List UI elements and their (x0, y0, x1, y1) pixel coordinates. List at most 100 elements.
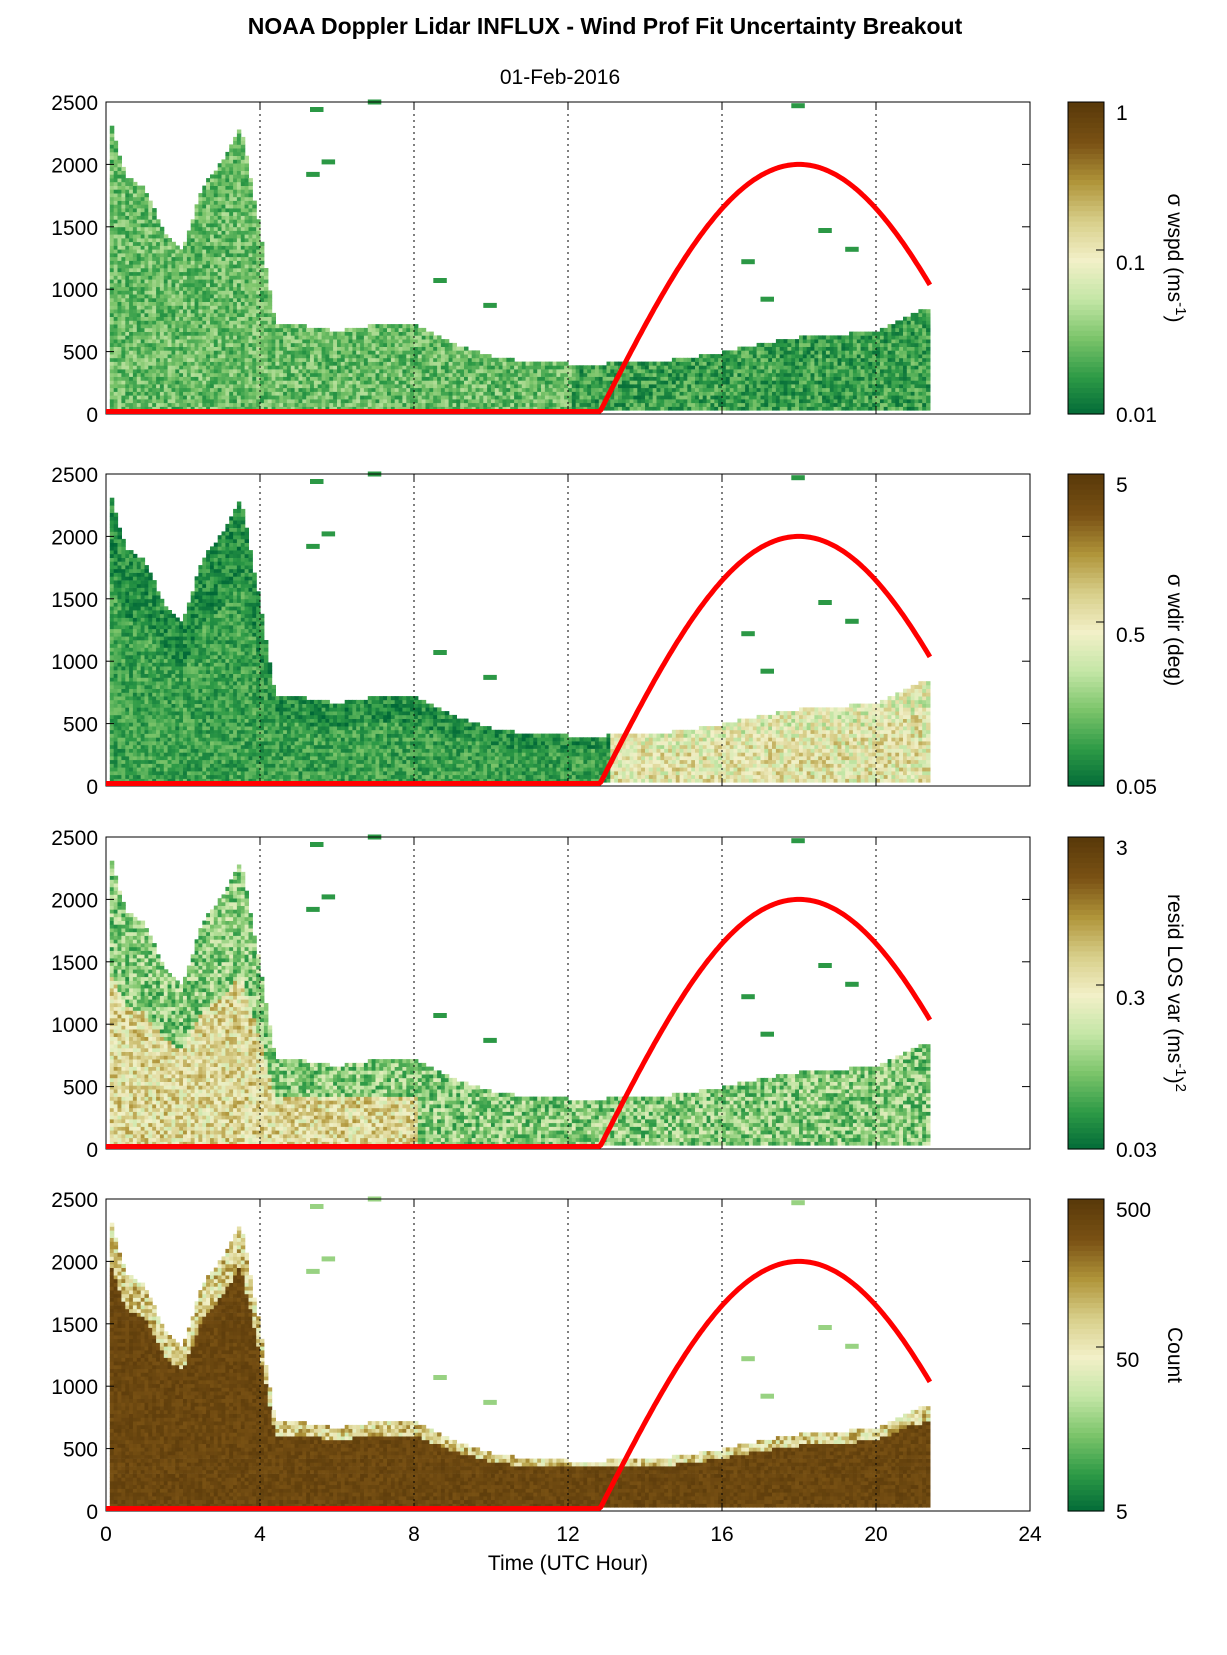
heatmap-cell (256, 249, 261, 254)
heatmap-cell (775, 361, 781, 366)
heatmap-cell (229, 395, 234, 400)
heatmap-cell (448, 342, 453, 347)
heatmap-cell (306, 350, 311, 355)
heatmap-cell (202, 372, 207, 377)
heatmap-cell (510, 361, 515, 366)
heatmap-cell (664, 365, 669, 370)
heatmap-cell (317, 357, 323, 362)
heatmap-cell (671, 369, 677, 374)
heatmap-cell (410, 380, 415, 385)
heatmap-cell (825, 346, 831, 351)
heatmap-cell (679, 361, 684, 366)
heatmap-cell (125, 294, 130, 299)
heatmap-cell (533, 365, 538, 370)
heatmap-cell (263, 391, 269, 396)
heatmap-cell (167, 369, 172, 374)
heatmap-cell (125, 399, 130, 404)
heatmap-cell (371, 357, 376, 362)
heatmap-cell (217, 342, 223, 347)
heatmap-cell (125, 249, 130, 254)
heatmap-cell (414, 387, 419, 392)
heatmap-cell (568, 406, 573, 411)
heatmap-cell (217, 279, 223, 284)
heatmap-cell (517, 380, 523, 385)
heatmap-cell (298, 395, 303, 400)
heatmap-cell (198, 196, 203, 201)
heatmap-cell (221, 234, 226, 239)
heatmap-cell (356, 331, 361, 336)
heatmap-cell (410, 327, 415, 332)
heatmap-cell (210, 249, 215, 254)
heatmap-cell (260, 305, 265, 310)
heatmap-cell (233, 342, 238, 347)
heatmap-cell (190, 320, 196, 325)
heatmap-cell (236, 290, 242, 295)
heatmap-cell (367, 335, 373, 340)
heatmap-cell (733, 395, 738, 400)
heatmap-cell (356, 339, 361, 344)
heatmap-cell (806, 342, 812, 347)
heatmap-cell (425, 331, 430, 336)
heatmap-cell (718, 406, 723, 411)
heatmap-cell (233, 193, 238, 198)
heatmap-cell (132, 256, 138, 261)
heatmap-cell (190, 402, 196, 407)
heatmap-cell (121, 301, 126, 306)
heatmap-cell (156, 316, 161, 321)
heatmap-cell (752, 357, 758, 362)
heatmap-cell (263, 331, 269, 336)
heatmap-cell (556, 361, 561, 366)
heatmap-cell (198, 279, 203, 284)
heatmap-cell (537, 384, 542, 389)
heatmap-cell (668, 387, 673, 392)
heatmap-cell (448, 406, 453, 411)
heatmap-cell (718, 391, 723, 396)
heatmap-cell (464, 391, 469, 396)
heatmap-cell (113, 245, 119, 250)
heatmap-cell (656, 399, 661, 404)
heatmap-cell (163, 324, 169, 329)
heatmap-cell (733, 406, 738, 411)
heatmap-cell (152, 238, 157, 243)
heatmap-cell (764, 402, 769, 407)
heatmap-cell (633, 395, 638, 400)
heatmap-cell (698, 391, 704, 396)
heatmap-cell (529, 399, 534, 404)
heatmap-cell (121, 196, 126, 201)
heatmap-cell (206, 219, 211, 224)
heatmap-cell (159, 320, 165, 325)
heatmap-cell (333, 331, 338, 336)
heatmap-cell (310, 372, 315, 377)
heatmap-cell (375, 331, 380, 336)
heatmap-cell (267, 406, 273, 411)
heatmap-cell (302, 372, 307, 377)
heatmap-cell (787, 361, 792, 366)
heatmap-cell (194, 354, 200, 359)
heatmap-cell (825, 335, 831, 340)
heatmap-cell (140, 372, 146, 377)
heatmap-cell (321, 357, 326, 362)
heatmap-cell (248, 256, 253, 261)
heatmap-cell (402, 342, 407, 347)
heatmap-cell (244, 268, 249, 273)
heatmap-cell (317, 406, 323, 411)
heatmap-cell (745, 376, 750, 381)
heatmap-cell (167, 301, 172, 306)
heatmap-cell (194, 283, 200, 288)
heatmap-cell (179, 249, 184, 254)
heatmap-cell (814, 357, 819, 362)
heatmap-cell (167, 297, 172, 302)
heatmap-cell (456, 350, 461, 355)
heatmap-cell (410, 324, 415, 329)
heatmap-cell (244, 399, 249, 404)
heatmap-cell (148, 305, 153, 310)
heatmap-cell (695, 361, 700, 366)
heatmap-cell (494, 357, 500, 362)
heatmap-cell (498, 365, 504, 370)
heatmap-cell (691, 384, 696, 389)
heatmap-cell (217, 320, 223, 325)
heatmap-cell (725, 365, 731, 370)
heatmap-cell (256, 309, 261, 314)
heatmap-cell (302, 346, 307, 351)
heatmap-cell (236, 395, 242, 400)
